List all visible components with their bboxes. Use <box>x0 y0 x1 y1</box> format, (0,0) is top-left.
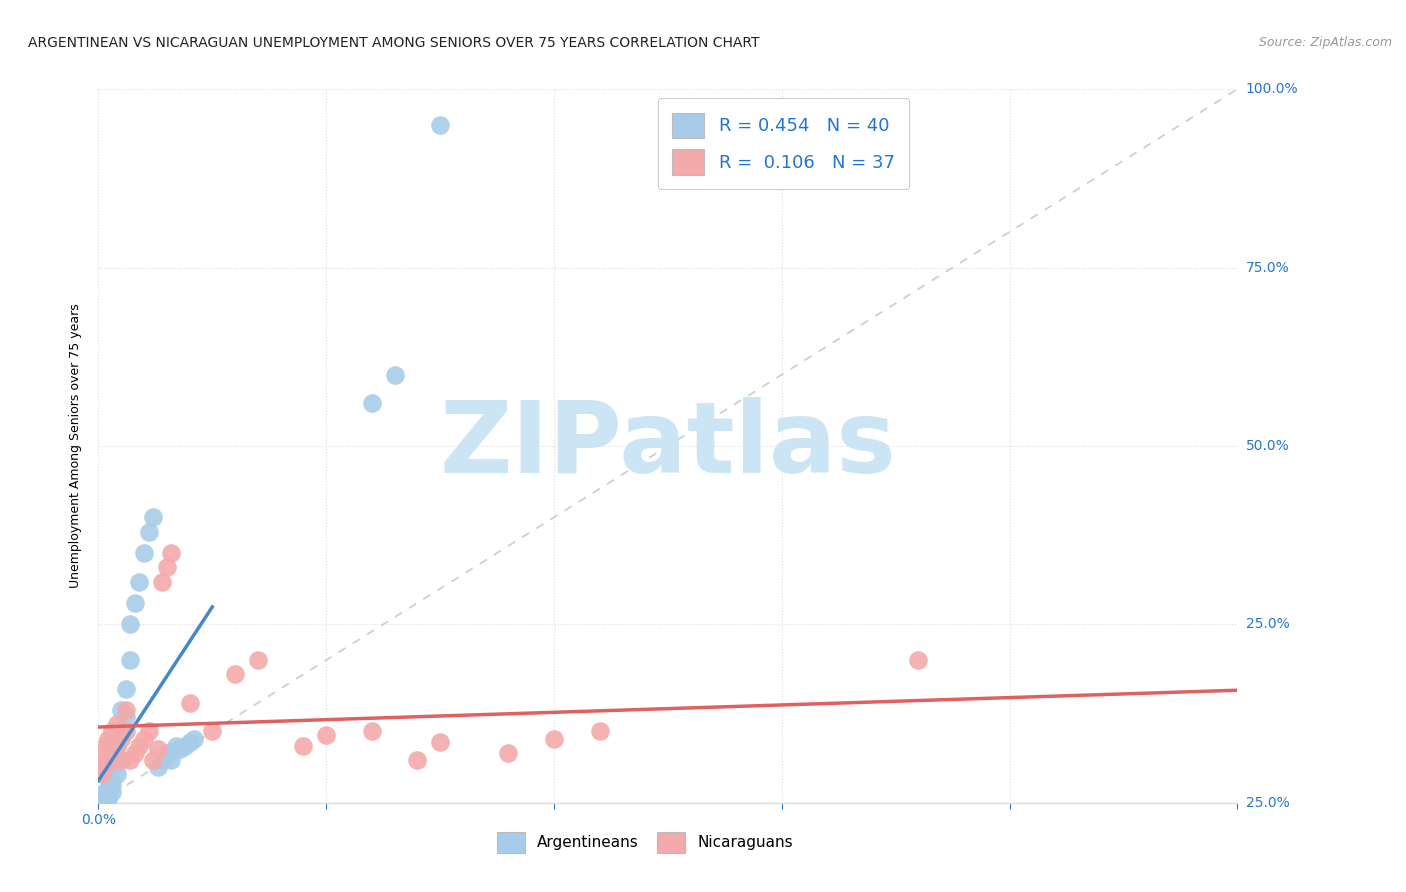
Point <box>907 653 929 667</box>
Point <box>429 735 451 749</box>
Point <box>138 724 160 739</box>
Point <box>120 653 142 667</box>
Point <box>128 574 150 589</box>
Point <box>150 753 173 767</box>
Point <box>169 742 191 756</box>
Point <box>360 724 382 739</box>
Point <box>98 774 121 789</box>
Point <box>160 753 183 767</box>
Legend: Argentineans, Nicaraguans: Argentineans, Nicaraguans <box>491 825 799 859</box>
Point <box>156 746 179 760</box>
Y-axis label: Unemployment Among Seniors over 75 years: Unemployment Among Seniors over 75 years <box>69 303 83 589</box>
Point <box>406 753 429 767</box>
Text: ZIPatlas: ZIPatlas <box>440 398 896 494</box>
Point <box>96 731 118 746</box>
Point <box>94 785 117 799</box>
Point <box>246 653 269 667</box>
Point <box>165 739 187 753</box>
Point <box>146 760 169 774</box>
Point <box>101 778 124 792</box>
Point <box>543 731 565 746</box>
Point <box>498 746 520 760</box>
Point <box>114 703 136 717</box>
Point <box>132 731 155 746</box>
Point <box>384 368 406 382</box>
Point <box>97 792 120 806</box>
Point <box>96 789 118 803</box>
Point <box>114 681 136 696</box>
Point <box>156 560 179 574</box>
Point <box>124 746 146 760</box>
Point <box>101 785 124 799</box>
Point <box>94 739 117 753</box>
Point <box>588 724 610 739</box>
Point <box>96 781 118 796</box>
Point <box>105 767 128 781</box>
Point <box>142 510 165 524</box>
Point <box>201 724 224 739</box>
Point <box>110 753 132 767</box>
Point <box>179 696 201 710</box>
Point <box>150 574 173 589</box>
Point <box>110 724 132 739</box>
Point <box>105 739 128 753</box>
Point <box>114 724 136 739</box>
Text: 50.0%: 50.0% <box>1246 439 1289 453</box>
Text: ARGENTINEAN VS NICARAGUAN UNEMPLOYMENT AMONG SENIORS OVER 75 YEARS CORRELATION C: ARGENTINEAN VS NICARAGUAN UNEMPLOYMENT A… <box>28 36 759 50</box>
Point <box>91 767 114 781</box>
Point <box>160 546 183 560</box>
Point <box>114 710 136 724</box>
Point <box>110 703 132 717</box>
Point <box>91 753 114 767</box>
Point <box>120 617 142 632</box>
Point <box>105 717 128 731</box>
Point <box>120 753 142 767</box>
Point <box>96 746 118 760</box>
Point <box>101 753 124 767</box>
Point <box>91 790 114 805</box>
Point <box>429 118 451 132</box>
Point <box>96 790 118 805</box>
Point <box>138 524 160 539</box>
Point <box>146 742 169 756</box>
Point <box>93 760 115 774</box>
Text: 75.0%: 75.0% <box>1246 260 1289 275</box>
Point <box>124 596 146 610</box>
Point <box>360 396 382 410</box>
Point <box>105 739 128 753</box>
Point <box>292 739 315 753</box>
Point <box>101 724 124 739</box>
Point <box>93 789 115 803</box>
Point <box>110 753 132 767</box>
Point <box>91 792 114 806</box>
Text: 100.0%: 100.0% <box>1246 82 1298 96</box>
Point <box>142 753 165 767</box>
Point <box>101 760 124 774</box>
Point <box>103 746 125 760</box>
Point <box>105 753 128 767</box>
Point <box>174 739 197 753</box>
Point <box>315 728 337 742</box>
Text: Source: ZipAtlas.com: Source: ZipAtlas.com <box>1258 36 1392 49</box>
Point <box>110 731 132 746</box>
Point <box>224 667 246 681</box>
Point <box>128 739 150 753</box>
Text: 25.0%: 25.0% <box>1246 617 1289 632</box>
Point <box>132 546 155 560</box>
Point <box>179 735 201 749</box>
Text: 25.0%: 25.0% <box>1246 796 1289 810</box>
Point <box>183 731 205 746</box>
